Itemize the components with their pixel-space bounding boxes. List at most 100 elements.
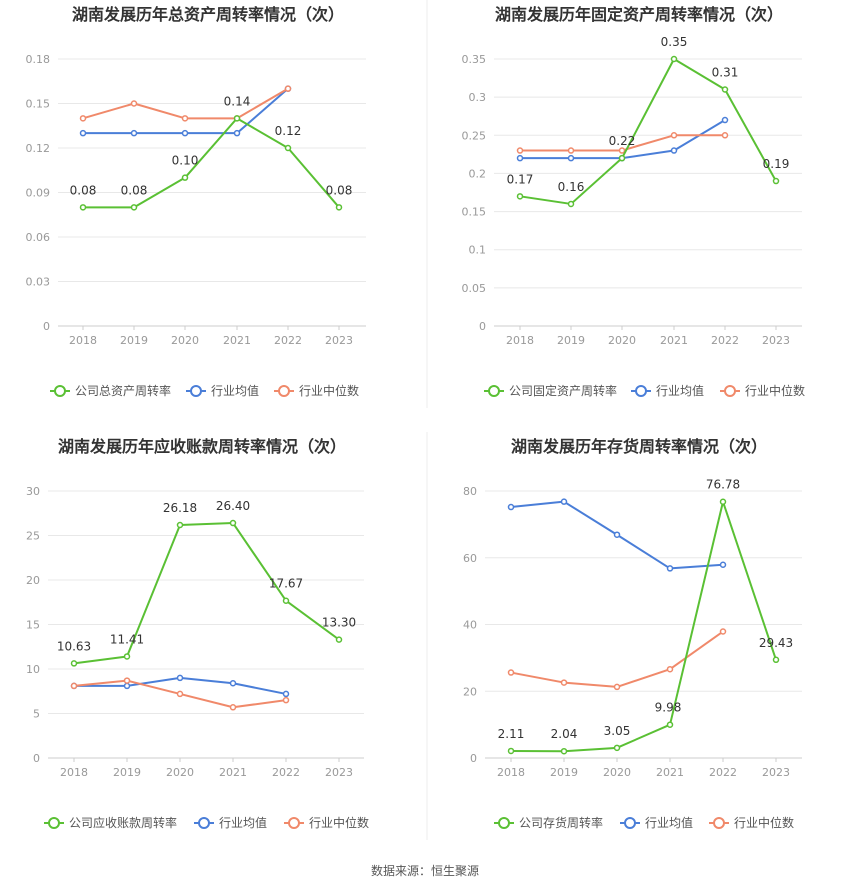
- data-label: 0.16: [558, 180, 585, 194]
- data-point-avg: [719, 561, 727, 569]
- legend-item-median[interactable]: 行业中位数: [274, 383, 359, 398]
- data-source-note: 数据来源：恒生聚源: [370, 864, 479, 878]
- legend-marker-icon: [288, 817, 300, 829]
- data-point-company: [229, 519, 237, 527]
- legend-label: 公司应收账款周转率: [69, 815, 177, 830]
- data-point-avg: [130, 129, 138, 137]
- data-point-median: [282, 696, 290, 704]
- data-point-avg: [560, 498, 568, 505]
- data-point-company: [772, 177, 780, 185]
- legend-marker-icon: [190, 385, 202, 397]
- data-label: 0.08: [70, 183, 97, 197]
- y-tick-label: 0.2: [469, 167, 487, 180]
- y-tick-label: 0: [479, 320, 486, 333]
- legend-item-avg[interactable]: 行业均值: [620, 815, 693, 830]
- y-tick-label: 0: [33, 752, 40, 765]
- legend-label: 行业中位数: [745, 383, 805, 398]
- legend-item-median[interactable]: 行业中位数: [709, 815, 794, 830]
- legend-label: 公司固定资产周转率: [509, 383, 617, 398]
- data-point-avg: [282, 690, 290, 698]
- data-point-avg: [507, 503, 515, 511]
- data-point-company: [560, 747, 568, 755]
- y-tick-label: 0.1: [469, 244, 487, 257]
- y-tick-label: 15: [26, 619, 40, 632]
- data-point-median: [670, 132, 678, 139]
- chart-panel-3: 湖南发展历年应收账款周转率情况（次） 0 5 10 15 20 25 30 2018 2019 20…: [26, 437, 369, 830]
- data-label: 26.40: [216, 499, 250, 513]
- legend-item-avg[interactable]: 行业均值: [631, 383, 704, 398]
- series-line-company: [83, 117, 340, 209]
- data-point-company: [507, 747, 515, 755]
- data-point-median: [618, 147, 626, 154]
- y-tick-label: 40: [463, 619, 477, 632]
- data-label: 0.35: [661, 35, 688, 49]
- y-tick-label: 30: [26, 485, 40, 498]
- x-tick-label: 2019: [557, 334, 585, 347]
- data-point-company: [618, 154, 626, 162]
- data-point-avg: [123, 682, 131, 690]
- y-tick-label: 0: [43, 320, 50, 333]
- series-line-company: [73, 522, 340, 665]
- data-label: 29.43: [759, 636, 793, 650]
- legend-label: 公司存货周转率: [519, 815, 603, 830]
- data-point-median: [79, 115, 87, 122]
- series-line-avg: [83, 87, 289, 135]
- legend-item-median[interactable]: 行业中位数: [284, 815, 369, 830]
- chart-title: 湖南发展历年应收账款周转率情况（次）: [58, 437, 346, 456]
- data-label: 11.41: [110, 632, 144, 646]
- y-tick-label: 0.06: [26, 231, 51, 244]
- x-tick-label: 2018: [69, 334, 97, 347]
- y-tick-label: 0.3: [469, 91, 487, 104]
- x-tick-label: 2021: [219, 766, 247, 779]
- legend-item-company[interactable]: 公司应收账款周转率: [44, 815, 177, 830]
- x-tick-label: 2023: [325, 766, 353, 779]
- data-point-company: [721, 86, 729, 93]
- x-tick-label: 2018: [497, 766, 525, 779]
- data-point-company: [284, 144, 292, 152]
- x-tick-label: 2019: [120, 334, 148, 347]
- data-point-company: [567, 200, 575, 208]
- data-label: 0.22: [609, 134, 636, 148]
- data-point-median: [284, 85, 292, 92]
- chart-title: 湖南发展历年总资产周转率情况（次）: [72, 5, 344, 24]
- data-label: 26.18: [163, 501, 197, 515]
- legend-item-median[interactable]: 行业中位数: [720, 383, 805, 398]
- y-tick-label: 20: [26, 574, 40, 587]
- legend-label: 行业均值: [656, 383, 704, 398]
- y-tick-label: 0.18: [26, 53, 51, 66]
- legend-item-company[interactable]: 公司存货周转率: [494, 815, 603, 830]
- legend-item-company[interactable]: 公司总资产周转率: [50, 383, 171, 398]
- y-tick-label: 20: [463, 685, 477, 698]
- legend-label: 行业中位数: [309, 815, 369, 830]
- legend-item-avg[interactable]: 行业均值: [194, 815, 267, 830]
- legend-marker-icon: [198, 817, 210, 829]
- data-label: 0.08: [326, 183, 353, 197]
- x-tick-label: 2023: [762, 334, 790, 347]
- y-tick-label: 0.09: [26, 187, 51, 200]
- data-point-company: [335, 204, 343, 211]
- data-point-company: [666, 721, 674, 728]
- data-label: 0.17: [507, 172, 534, 186]
- data-label: 0.31: [712, 66, 739, 80]
- legend-label: 行业均值: [219, 815, 267, 830]
- data-point-avg: [516, 154, 524, 162]
- data-point-company: [181, 174, 189, 181]
- data-label: 76.78: [706, 478, 740, 492]
- x-tick-label: 2021: [660, 334, 688, 347]
- data-point-company: [772, 656, 780, 664]
- y-tick-label: 0.25: [462, 129, 487, 142]
- y-tick-label: 0.15: [462, 206, 487, 219]
- legend-item-avg[interactable]: 行业均值: [186, 383, 259, 398]
- x-tick-label: 2022: [711, 334, 739, 347]
- x-tick-label: 2023: [762, 766, 790, 779]
- legend-marker-icon: [54, 385, 66, 397]
- data-point-median: [613, 683, 621, 691]
- y-tick-label: 0.12: [26, 142, 51, 155]
- legend-item-company[interactable]: 公司固定资产周转率: [484, 383, 617, 398]
- data-label: 0.14: [224, 94, 251, 108]
- data-point-company: [70, 660, 78, 667]
- legend-marker-icon: [488, 385, 500, 397]
- data-point-median: [507, 669, 515, 676]
- data-point-median: [176, 690, 184, 698]
- data-point-company: [719, 498, 727, 505]
